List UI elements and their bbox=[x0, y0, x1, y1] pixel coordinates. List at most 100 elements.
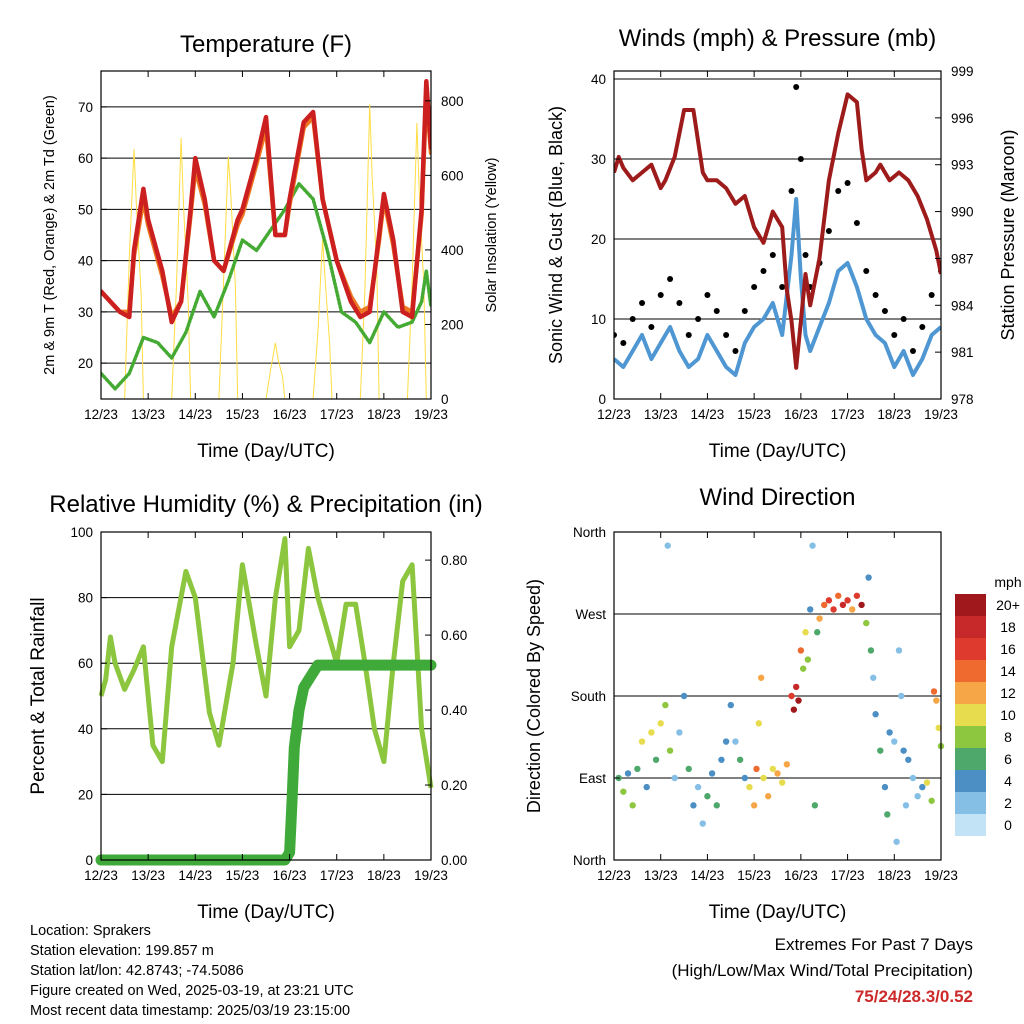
humidity-xtick-label: 13/23 bbox=[131, 868, 165, 883]
direction-point bbox=[790, 706, 798, 713]
direction-point bbox=[835, 592, 842, 599]
direction-point bbox=[680, 692, 688, 700]
direction-point bbox=[881, 783, 889, 791]
direction-point bbox=[666, 747, 674, 754]
winds-frame bbox=[613, 70, 942, 400]
series-total-precipitation bbox=[95, 659, 437, 866]
temperature-y2tick-label: 800 bbox=[441, 94, 464, 109]
temperature-xtick-label: 13/23 bbox=[131, 407, 165, 422]
gust-point bbox=[639, 300, 646, 306]
temperature-xtick-label: 12/23 bbox=[84, 407, 118, 422]
winds-ytick-label: 10 bbox=[591, 312, 606, 327]
direction-point bbox=[902, 802, 910, 809]
gust-point bbox=[779, 284, 786, 290]
colorbar-label: 2 bbox=[1004, 795, 1012, 811]
gust-point bbox=[872, 292, 879, 298]
humidity-y2tick-label: 0.40 bbox=[441, 703, 467, 718]
gust-point bbox=[881, 308, 888, 314]
winds-y2tick-label: 990 bbox=[951, 205, 974, 220]
humidity-ytick-label: 20 bbox=[78, 787, 93, 802]
direction-point bbox=[849, 606, 856, 613]
humidity-xtick-label: 14/23 bbox=[178, 868, 212, 883]
direction-point bbox=[732, 738, 739, 745]
direction-ytick-label: West bbox=[575, 607, 606, 622]
temperature-xtick-label: 15/23 bbox=[226, 407, 260, 422]
direction-point bbox=[624, 770, 632, 777]
temperature-ytick-label: 60 bbox=[78, 151, 93, 166]
direction-point bbox=[795, 697, 802, 704]
temperature-y2tick-label: 0 bbox=[441, 392, 449, 407]
colorbar-label: 4 bbox=[1004, 773, 1012, 789]
chart-winds: Winds (mph) & Pressure (mb) 12/23 13/23 14/… bbox=[546, 25, 1018, 462]
humidity-y2tick-label: 0.00 bbox=[441, 853, 467, 868]
winds-xtick-label: 17/23 bbox=[831, 407, 865, 422]
gust-point bbox=[648, 324, 655, 330]
gust-point bbox=[685, 332, 692, 338]
colorbar-swatch bbox=[955, 792, 986, 814]
extremes-title: Extremes For Past 7 Days bbox=[774, 935, 973, 954]
direction-xtick-label: 17/23 bbox=[831, 868, 865, 883]
direction-point bbox=[760, 774, 767, 782]
humidity-y2tick-label: 0.60 bbox=[441, 628, 467, 643]
humidity-xtick-label: 17/23 bbox=[320, 868, 354, 883]
direction-xtick-label: 18/23 bbox=[877, 868, 911, 883]
direction-title: Wind Direction bbox=[699, 484, 855, 511]
humidity-title: Relative Humidity (%) & Precipitation (i… bbox=[49, 491, 482, 518]
direction-plot bbox=[615, 542, 945, 845]
humidity-ytick-label: 60 bbox=[78, 656, 93, 671]
direction-point bbox=[935, 724, 942, 732]
gust-point bbox=[769, 252, 776, 258]
chart-temperature: Temperature (F) 12/23 13/23 14/23 15/23 16/23… bbox=[42, 31, 500, 462]
direction-point bbox=[727, 701, 734, 709]
direction-point bbox=[797, 647, 805, 654]
colorbar-swatch bbox=[955, 704, 986, 726]
direction-point bbox=[629, 802, 636, 809]
direction-point bbox=[741, 774, 748, 782]
direction-point bbox=[863, 619, 870, 627]
colorbar-label: 14 bbox=[1000, 663, 1016, 679]
station-info: Location: Sprakers Station elevation: 19… bbox=[30, 921, 354, 1021]
direction-xtick-label: 15/23 bbox=[737, 868, 771, 883]
extremes-values: 75/24/28.3/0.52 bbox=[854, 987, 973, 1006]
colorbar-swatch bbox=[955, 814, 986, 836]
temperature-ylabel: 2m & 9m T (Red, Orange) & 2m Td (Green) bbox=[42, 95, 58, 375]
direction-point bbox=[699, 820, 706, 827]
temperature-title: Temperature (F) bbox=[180, 31, 352, 58]
colorbar-label: 16 bbox=[1000, 641, 1016, 657]
gust-point bbox=[844, 180, 851, 186]
created-text: Figure created on Wed, 2025-03-19, at 23… bbox=[30, 983, 354, 999]
direction-point bbox=[634, 765, 641, 773]
direction-point bbox=[872, 711, 879, 718]
temperature-y2tick-label: 400 bbox=[441, 243, 464, 258]
winds-y2tick-label: 984 bbox=[951, 298, 974, 313]
direction-point bbox=[933, 697, 940, 704]
direction-ytick-label: East bbox=[579, 771, 606, 786]
direction-xtick-label: 13/23 bbox=[644, 868, 678, 883]
winds-xtick-label: 16/23 bbox=[784, 407, 818, 422]
direction-xlabel: Time (Day/UTC) bbox=[709, 902, 847, 923]
gust-point bbox=[614, 332, 617, 338]
temperature-xtick-label: 17/23 bbox=[320, 407, 354, 422]
direction-point bbox=[690, 802, 697, 809]
colorbar-label: 8 bbox=[1004, 729, 1012, 745]
direction-point bbox=[905, 756, 912, 763]
direction-point bbox=[809, 542, 816, 549]
humidity-xtick-label: 15/23 bbox=[226, 868, 260, 883]
gust-point bbox=[797, 156, 804, 162]
gust-point bbox=[667, 276, 674, 282]
humidity-xtick-label: 12/23 bbox=[84, 868, 118, 883]
winds-ytick-label: 0 bbox=[598, 392, 606, 407]
colorbar-label: 12 bbox=[1000, 685, 1016, 701]
winds-y2tick-label: 981 bbox=[951, 345, 974, 360]
humidity-ytick-label: 80 bbox=[78, 591, 93, 606]
temperature-ytick-label: 50 bbox=[78, 202, 93, 217]
gust-point bbox=[751, 284, 758, 290]
direction-point bbox=[769, 765, 777, 773]
chart-humidity: Relative Humidity (%) & Precipitation (i… bbox=[28, 491, 483, 923]
gust-point bbox=[760, 268, 767, 274]
direction-point bbox=[676, 729, 683, 736]
gust-point bbox=[657, 292, 664, 298]
humidity-xtick-label: 16/23 bbox=[273, 868, 307, 883]
direction-point bbox=[914, 793, 921, 800]
